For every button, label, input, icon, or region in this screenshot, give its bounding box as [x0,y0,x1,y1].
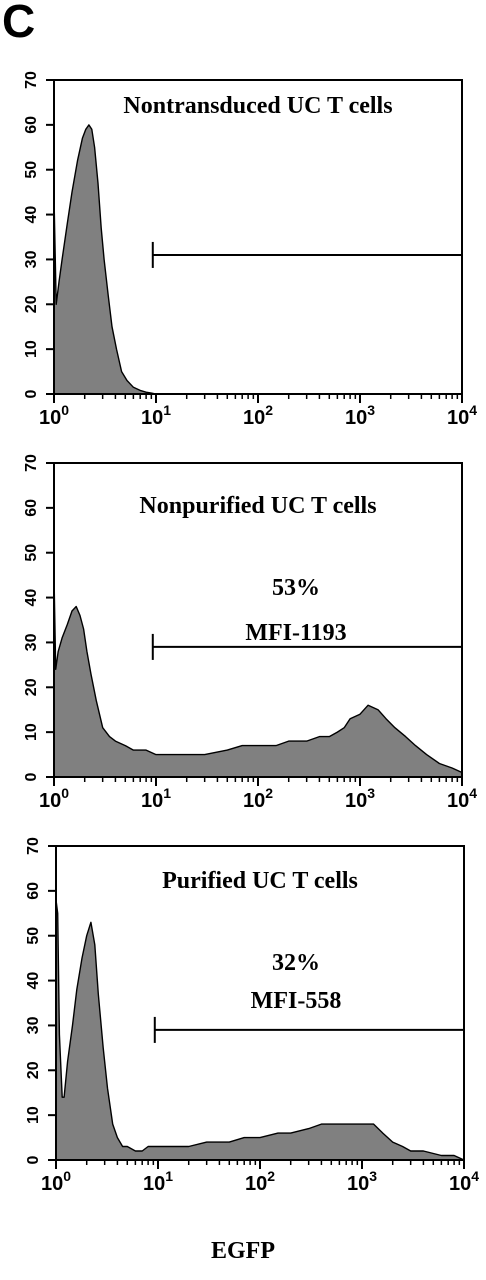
x-tick-label: 103 [347,1168,377,1195]
y-tick-label: 0 [25,1155,42,1164]
histogram-panel-1: 0 10 20 30 40 50 60 70 100 101 102 103 104 Nontransdu… [23,71,477,429]
histogram-panel-3: 0 10 20 30 40 50 60 70 100 101 102 103 104 Purified U… [25,837,479,1195]
y-tick-label: 50 [23,544,40,562]
y-tick-label: 40 [23,206,40,224]
x-tick-label: 103 [345,402,375,429]
y-tick-label: 0 [23,772,40,781]
x-tick-label: 102 [245,1168,275,1195]
y-tick-label: 40 [23,589,40,607]
x-tick-label: 101 [141,785,171,812]
x-tick-label: 100 [39,785,69,812]
x-tick-label: 104 [449,1168,479,1195]
y-tick-label: 10 [23,723,40,741]
x-tick-label: 100 [41,1168,71,1195]
x-tick-label: 102 [243,785,273,812]
panel-title: Nonpurified UC T cells [139,493,376,519]
y-tick-label: 10 [25,1106,42,1124]
y-tick-label: 60 [25,882,42,900]
gate-annotation: MFI-558 [251,988,342,1014]
panel-title: Purified UC T cells [162,868,358,894]
x-tick-label: 102 [243,402,273,429]
x-axis-label: EGFP [211,1238,275,1264]
histogram-area [53,574,463,778]
histogram-area [55,899,465,1161]
y-tick-label: 70 [23,71,40,89]
y-tick-label: 30 [25,1016,42,1034]
gate-annotation: 32% [272,950,320,976]
panel-letter: C [2,0,36,47]
x-tick-label: 104 [447,785,477,812]
histogram-area [53,124,157,395]
y-tick-label: 70 [23,454,40,472]
x-tick-label: 104 [447,402,477,429]
y-tick-label: 60 [23,116,40,134]
histogram-panel-2: 0 10 20 30 40 50 60 70 100 101 102 103 104 Nonpurifie… [23,454,477,812]
panel-title: Nontransduced UC T cells [123,93,392,119]
y-tick-label: 20 [23,295,40,313]
x-tick-label: 101 [143,1168,173,1195]
x-tick-label: 103 [345,785,375,812]
y-tick-label: 50 [25,927,42,945]
y-tick-label: 20 [25,1061,42,1079]
y-tick-label: 50 [23,161,40,179]
y-tick-label: 60 [23,499,40,517]
y-tick-label: 70 [25,837,42,855]
x-tick-label: 100 [39,402,69,429]
y-tick-label: 10 [23,340,40,358]
y-tick-label: 20 [23,678,40,696]
y-tick-label: 0 [23,389,40,398]
x-tick-label: 101 [141,402,171,429]
y-tick-label: 30 [23,633,40,651]
gate-annotation: 53% [272,575,320,601]
gate-annotation: MFI-1193 [245,620,346,646]
y-tick-label: 30 [23,250,40,268]
y-tick-label: 40 [25,972,42,990]
